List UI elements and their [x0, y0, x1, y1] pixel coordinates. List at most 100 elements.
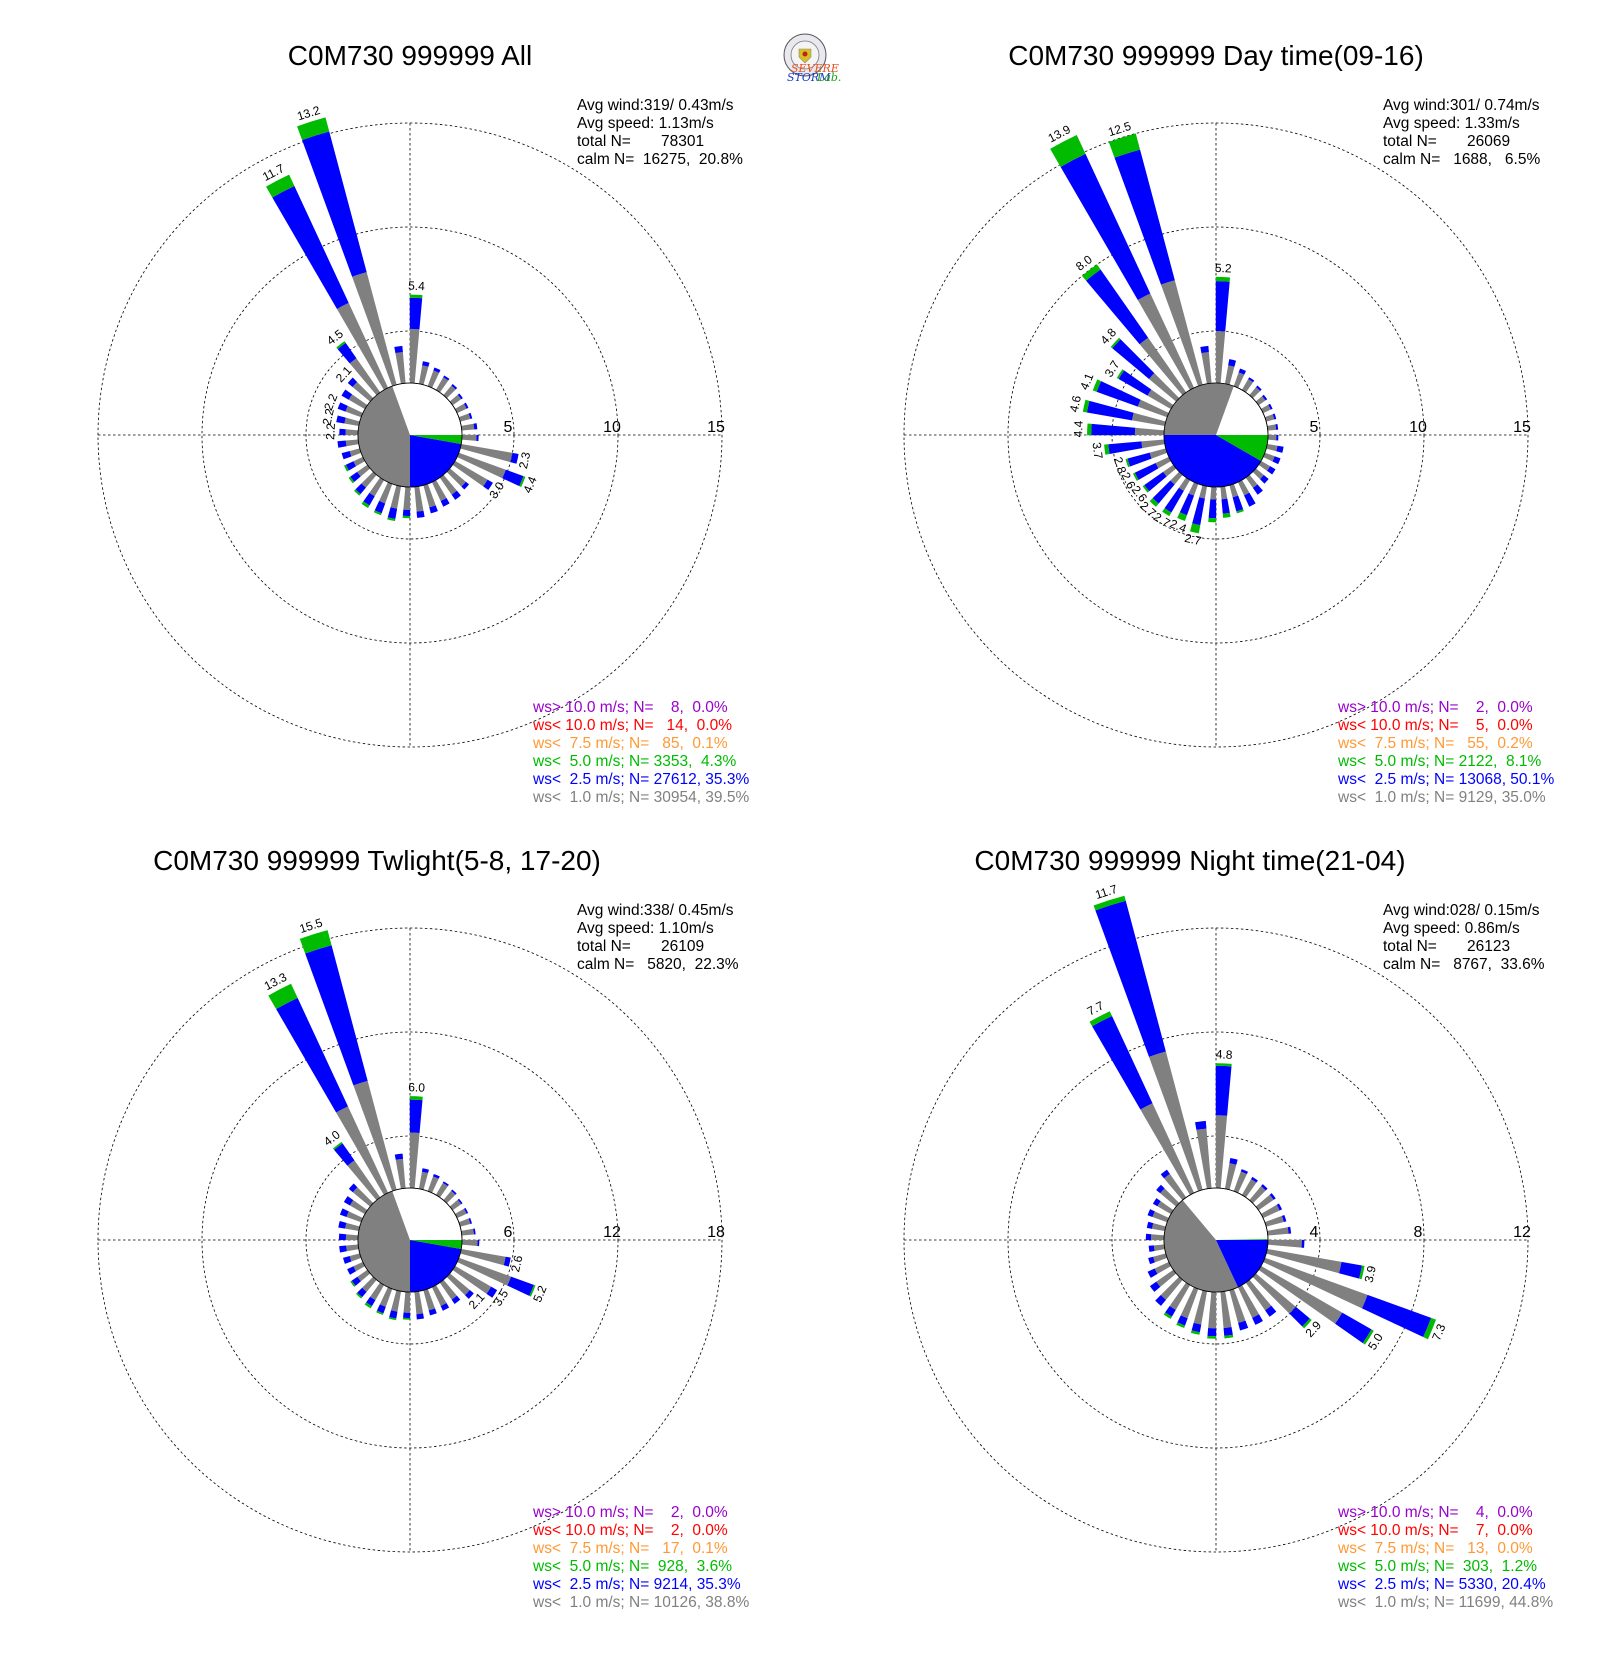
bar-segment-blue — [465, 1290, 474, 1299]
bar-segment-gray — [349, 358, 381, 396]
bar-segment-green — [402, 515, 411, 519]
bar-segment-gray — [454, 403, 467, 414]
legend-entry-3: ws< 7.5 m/s; N= 85, 0.1% — [532, 735, 728, 752]
direction-bar — [348, 1183, 374, 1207]
direction-bar — [1149, 471, 1183, 507]
direction-bar — [1258, 460, 1276, 475]
bar-segment-blue — [1275, 424, 1279, 430]
bar-segment-gray — [443, 385, 456, 399]
direction-bar — [1245, 474, 1263, 495]
direction-bar — [1266, 443, 1284, 453]
bar-segment-gray — [353, 1261, 366, 1272]
bar-segment-green — [1177, 512, 1187, 522]
bar-segment-green — [343, 464, 349, 472]
bar-segment-gray — [345, 405, 363, 418]
bar-value-label: 4.1 — [1077, 371, 1096, 392]
info-line-3: total N= 26123 — [1383, 938, 1510, 955]
bar-segment-blue — [302, 131, 367, 277]
direction-bar — [1207, 1291, 1217, 1339]
direction-bar — [1087, 423, 1165, 436]
bar-value-label: 4.4 — [520, 474, 539, 495]
bar-segment-green — [1224, 1334, 1234, 1339]
panel-title: C0M730 999999 Day time(09-16) — [1008, 40, 1424, 71]
bar-segment-blue — [1267, 466, 1276, 475]
bar-segment-green — [1110, 337, 1121, 349]
direction-bar — [394, 345, 406, 384]
bar-value-label: 7.3 — [1429, 1322, 1448, 1343]
direction-bar — [341, 389, 368, 410]
bar-segment-green — [1190, 1330, 1200, 1335]
bar-segment-blue — [334, 1143, 355, 1166]
bar-segment-gray — [1140, 1103, 1195, 1196]
direction-bar — [1255, 1193, 1276, 1211]
bar-segment-blue — [341, 389, 353, 400]
bar-segment-blue — [1112, 339, 1155, 379]
bar-segment-gray — [457, 452, 506, 479]
bar-segment-gray — [1148, 1051, 1203, 1192]
bar-segment-blue — [348, 1183, 358, 1193]
bar-segment-green — [1104, 444, 1110, 455]
bar-segment-blue — [351, 1276, 361, 1286]
bar-segment-gray — [1141, 439, 1165, 449]
bar-segment-gray — [349, 1253, 362, 1262]
bar-value-label: 2.6 — [508, 1254, 525, 1274]
bar-segment-gray — [353, 1080, 397, 1192]
bar-segment-blue — [1244, 492, 1256, 507]
bar-segment-gray — [1237, 1284, 1260, 1318]
bar-segment-gray — [1169, 1282, 1191, 1310]
windrose-panel-2: 5 10 155.22.72.42.72.72.62.62.83.74.44.64.… — [903, 40, 1554, 806]
bar-segment-gray — [1163, 464, 1177, 477]
direction-bar — [1252, 468, 1269, 484]
direction-bar — [1177, 482, 1199, 522]
ring-label-1: 5 — [504, 419, 513, 436]
bar-segment-blue — [443, 375, 450, 381]
bar-segment-gray — [1180, 1287, 1199, 1319]
direction-bar — [339, 1208, 363, 1223]
bar-value-label: 2.2 — [320, 407, 337, 427]
legend-entry-1: ws> 10.0 m/s; N= 4, 0.0% — [1337, 1504, 1533, 1521]
bar-segment-blue — [1262, 394, 1268, 401]
direction-bar — [336, 415, 360, 427]
info-line-2: Avg speed: 0.86m/s — [1383, 920, 1520, 937]
bar-segment-gray — [1245, 474, 1258, 488]
direction-bar — [1132, 456, 1172, 481]
bar-segment-green — [1302, 1318, 1312, 1329]
bar-segment-blue — [510, 452, 519, 464]
bar-segment-blue — [394, 345, 403, 354]
bar-segment-blue — [402, 509, 411, 517]
direction-bar — [1050, 135, 1195, 391]
bar-segment-green — [529, 1284, 536, 1297]
direction-bar — [1093, 895, 1203, 1192]
calm-pie-gray — [1163, 1200, 1238, 1293]
bar-segment-blue — [389, 1310, 398, 1319]
direction-bar — [461, 423, 478, 431]
bar-segment-blue — [339, 1245, 347, 1253]
bar-segment-blue — [1165, 1305, 1176, 1317]
direction-bar — [1145, 1233, 1165, 1241]
bar-segment-gray — [461, 1239, 478, 1247]
direction-bar — [443, 383, 458, 399]
windrose-bars — [268, 930, 536, 1321]
calm-pie — [1163, 382, 1269, 488]
direction-bar — [1267, 434, 1279, 441]
bar-segment-blue — [1208, 499, 1217, 519]
bar-value-label: 2.8 — [1111, 455, 1129, 475]
direction-bar — [1255, 394, 1268, 406]
bar-segment-blue — [1191, 1322, 1202, 1333]
bar-segment-gray — [1241, 379, 1254, 393]
direction-bar — [418, 361, 430, 385]
direction-bar — [431, 1284, 450, 1311]
bar-segment-gray — [1199, 485, 1208, 499]
direction-bar — [458, 1217, 472, 1227]
bar-segment-blue — [1301, 1239, 1305, 1248]
bar-segment-blue — [1260, 475, 1269, 484]
bar-segment-gray — [346, 1244, 359, 1252]
direction-bar — [387, 485, 402, 522]
bar-segment-blue — [1269, 1193, 1276, 1200]
direction-bar — [457, 1257, 536, 1297]
bar-segment-gray — [449, 394, 462, 406]
direction-bar — [427, 367, 441, 388]
bar-segment-blue — [1145, 1233, 1152, 1241]
bar-segment-gray — [460, 443, 513, 463]
direction-bar — [1156, 1184, 1180, 1207]
